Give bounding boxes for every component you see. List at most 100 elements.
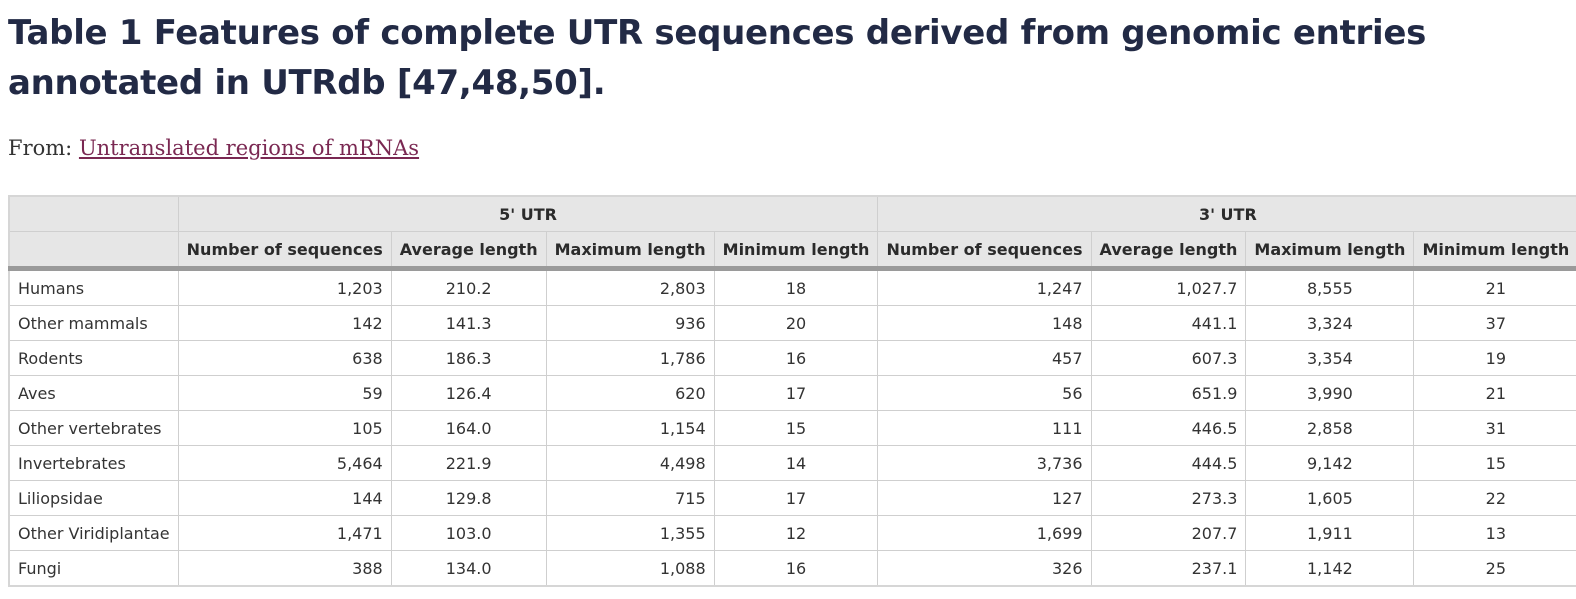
row-label: Liliopsidae [8,480,179,516]
table-cell: 129.8 [390,480,547,516]
table-cell: 3,324 [1245,305,1415,341]
table-cell: 1,154 [545,410,715,446]
table-cell: 144 [177,480,392,516]
table-cell: 25 [1413,550,1576,587]
corner-cell [8,231,179,271]
table-cell: 638 [177,340,392,376]
table-row: Fungi 388 134.0 1,088 16 326 237.1 1,142 25 [8,550,1576,587]
row-label: Aves [8,375,179,411]
table-cell: 1,471 [177,515,392,551]
row-label: Rodents [8,340,179,376]
table-cell: 936 [545,305,715,341]
table-cell: 326 [877,550,1092,587]
row-label: Invertebrates [8,445,179,481]
table-cell: 59 [177,375,392,411]
table-row: Other vertebrates 105 164.0 1,154 15 111 446.5… [8,410,1576,446]
table-row: Rodents 638 186.3 1,786 16 457 607.3 3,354 19 [8,340,1576,376]
table-cell: 142 [177,305,392,341]
table-cell: 620 [545,375,715,411]
table-cell: 715 [545,480,715,516]
table-cell: 16 [713,550,879,587]
utr-features-table: 5' UTR 3' UTR Number of sequences Averag… [8,195,1576,587]
table-cell: 273.3 [1090,480,1247,516]
table-cell: 221.9 [390,445,547,481]
table-cell: 210.2 [390,268,547,306]
table-cell: 8,555 [1245,268,1415,306]
row-label: Other Viridiplantae [8,515,179,551]
table-cell: 1,088 [545,550,715,587]
table-cell: 4,498 [545,445,715,481]
table-cell: 9,142 [1245,445,1415,481]
group-header-3utr: 3' UTR [877,195,1576,232]
from-label: From: [8,136,73,160]
table-cell: 607.3 [1090,340,1247,376]
table-cell: 3,990 [1245,375,1415,411]
table-cell: 5,464 [177,445,392,481]
table-cell: 207.7 [1090,515,1247,551]
table-cell: 388 [177,550,392,587]
table-cell: 20 [713,305,879,341]
table-cell: 1,699 [877,515,1092,551]
group-header-5utr: 5' UTR [177,195,879,232]
table-cell: 237.1 [1090,550,1247,587]
table-cell: 186.3 [390,340,547,376]
table-cell: 31 [1413,410,1576,446]
row-label: Other mammals [8,305,179,341]
row-label: Fungi [8,550,179,587]
table-cell: 16 [713,340,879,376]
table-cell: 21 [1413,375,1576,411]
row-label: Humans [8,268,179,306]
row-label: Other vertebrates [8,410,179,446]
corner-cell [8,195,179,232]
table-cell: 103.0 [390,515,547,551]
column-header: Number of sequences [177,231,392,271]
table-row: Other Viridiplantae 1,471 103.0 1,355 12 1,69… [8,515,1576,551]
table-cell: 21 [1413,268,1576,306]
table-cell: 1,605 [1245,480,1415,516]
table-cell: 18 [713,268,879,306]
group-header-row: 5' UTR 3' UTR [8,195,1576,232]
sub-header-row: Number of sequences Average length Maxim… [8,231,1576,271]
table-cell: 148 [877,305,1092,341]
table-cell: 3,354 [1245,340,1415,376]
table-cell: 134.0 [390,550,547,587]
column-header: Average length [390,231,547,271]
table-row: Invertebrates 5,464 221.9 4,498 14 3,736 444.5… [8,445,1576,481]
table-cell: 441.1 [1090,305,1247,341]
source-link[interactable]: Untranslated regions of mRNAs [78,136,420,160]
table-cell: 126.4 [390,375,547,411]
table-row: Humans 1,203 210.2 2,803 18 1,247 1,027.7 8,555… [8,268,1576,306]
table-cell: 1,027.7 [1090,268,1247,306]
column-header: Minimum length [713,231,879,271]
table-cell: 127 [877,480,1092,516]
table-cell: 1,355 [545,515,715,551]
table-cell: 111 [877,410,1092,446]
table-cell: 14 [713,445,879,481]
table-cell: 1,203 [177,268,392,306]
table-cell: 651.9 [1090,375,1247,411]
table-cell: 17 [713,375,879,411]
table-cell: 2,803 [545,268,715,306]
table-body: Humans 1,203 210.2 2,803 18 1,247 1,027.7 8,555… [8,268,1576,587]
table-cell: 3,736 [877,445,1092,481]
table-cell: 457 [877,340,1092,376]
table-cell: 164.0 [390,410,547,446]
table-cell: 12 [713,515,879,551]
column-header: Maximum length [545,231,715,271]
table-cell: 15 [1413,445,1576,481]
table-cell: 1,247 [877,268,1092,306]
table-cell: 37 [1413,305,1576,341]
table-cell: 19 [1413,340,1576,376]
table-row: Other mammals 142 141.3 936 20 148 441.1 3,324 3… [8,305,1576,341]
table-cell: 446.5 [1090,410,1247,446]
table-cell: 56 [877,375,1092,411]
table-cell: 2,858 [1245,410,1415,446]
table-row: Aves 59 126.4 620 17 56 651.9 3,990 21 [8,375,1576,411]
source-line: From: Untranslated regions of mRNAs [8,134,1568,162]
column-header: Minimum length [1413,231,1576,271]
table-cell: 1,786 [545,340,715,376]
column-header: Maximum length [1245,231,1415,271]
table-cell: 13 [1413,515,1576,551]
table-row: Liliopsidae 144 129.8 715 17 127 273.3 1,605 22 [8,480,1576,516]
table-cell: 141.3 [390,305,547,341]
